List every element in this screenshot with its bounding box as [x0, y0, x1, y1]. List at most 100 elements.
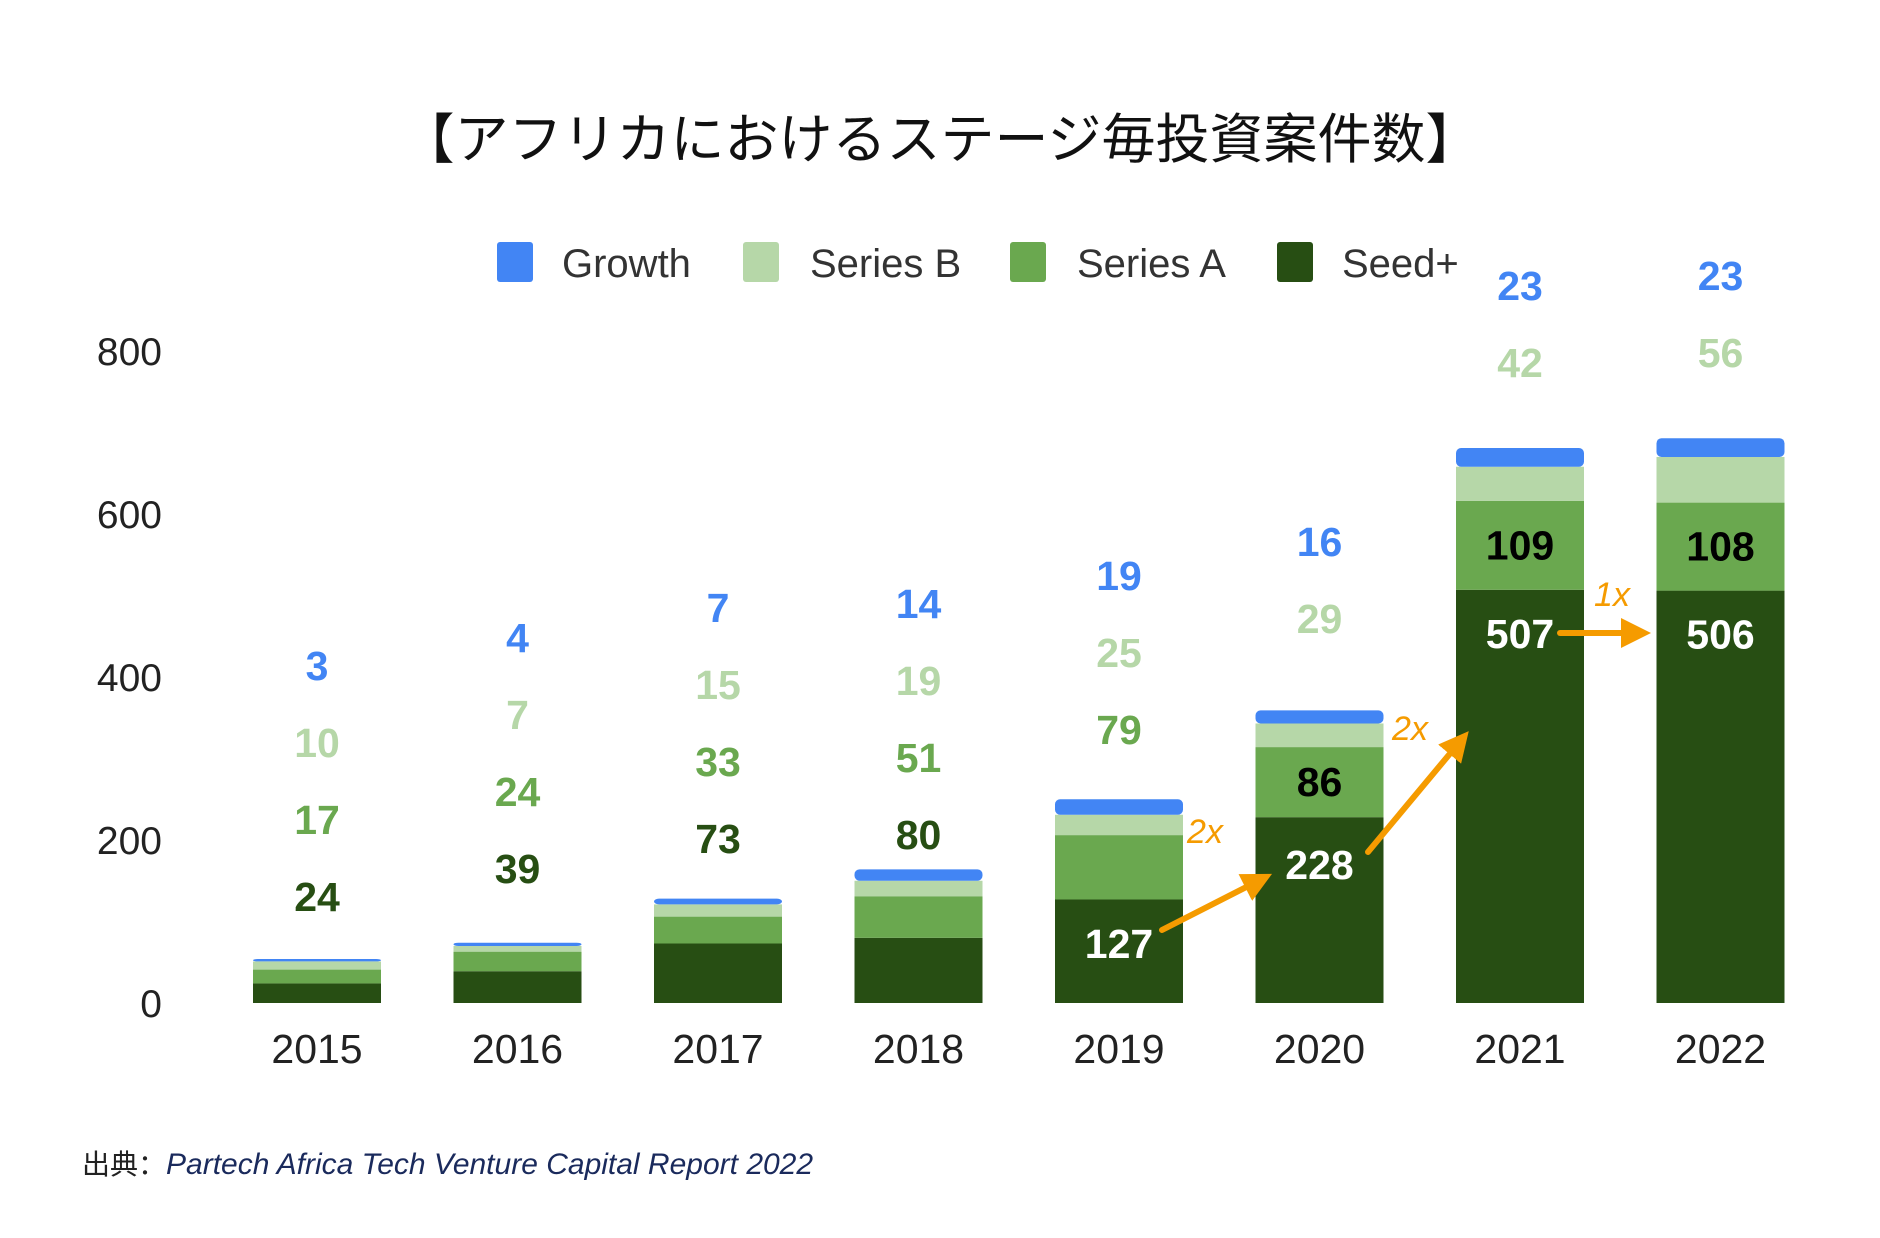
y-tick-label: 600: [97, 494, 162, 537]
growth-annotations: 2x 2x 1x: [1159, 576, 1651, 933]
bars: [253, 438, 1785, 1003]
x-tick-label: 2018: [873, 1026, 964, 1072]
value-label-series-a-2020: 86: [1297, 759, 1343, 805]
value-label-growth-2019: 19: [1096, 553, 1142, 599]
value-label-series-b-2022: 56: [1698, 330, 1744, 376]
value-label-growth-2017: 7: [707, 585, 730, 631]
value-label-seed-2018: 80: [896, 812, 942, 858]
bar-series-a-2021: [1456, 500, 1584, 590]
legend-label-seed: Seed+: [1342, 242, 1459, 286]
bar-growth-2017: [654, 898, 782, 905]
bar-series-b-2015: [253, 961, 381, 970]
source-prefix: 出典：: [82, 1148, 166, 1181]
x-tick-label: 2017: [672, 1026, 763, 1072]
value-label-series-b-2021: 42: [1497, 340, 1543, 386]
legend-swatch-series-a: [1010, 242, 1046, 282]
x-tick-label: 2021: [1474, 1026, 1565, 1072]
bar-growth-2021: [1456, 447, 1584, 467]
bar-seed-2015: [253, 983, 381, 1003]
value-label-seed-2020: 228: [1285, 842, 1353, 888]
bar-series-a-2020: [1255, 747, 1384, 818]
legend-label-series-b: Series B: [810, 242, 961, 286]
value-label-series-a-2016: 24: [495, 769, 541, 815]
source-text: Partech Africa Tech Venture Capital Repo…: [166, 1148, 813, 1181]
source-note: 出典：Partech Africa Tech Venture Capital R…: [82, 1148, 813, 1181]
value-label-series-a-2021: 109: [1486, 522, 1554, 568]
value-label-series-b-2015: 10: [294, 720, 340, 766]
growth-ratio-2020-2021: 2x: [1391, 710, 1429, 748]
value-labels: 3 10 17 24 4 7 24 39 7 15 33 73 14 19 51 80 19 25 79 127 16 2…: [294, 253, 1755, 967]
chart-title: 【アフリカにおけるステージ毎投資案件数】: [401, 108, 1480, 171]
legend-swatch-seed: [1277, 242, 1313, 282]
value-label-growth-2020: 16: [1297, 519, 1343, 565]
value-label-growth-2022: 23: [1698, 253, 1744, 299]
value-label-series-a-2017: 33: [695, 739, 741, 785]
value-label-series-a-2015: 17: [294, 797, 340, 843]
bar-series-b-2019: [1055, 814, 1183, 836]
bar-seed-2019: [1055, 899, 1183, 1003]
bar-growth-2016: [453, 942, 582, 946]
bar-series-a-2022: [1656, 502, 1785, 591]
x-tick-label: 2020: [1274, 1026, 1365, 1072]
legend-label-growth: Growth: [562, 242, 691, 286]
bar-growth-2020: [1255, 710, 1384, 724]
value-label-series-b-2019: 25: [1096, 630, 1142, 676]
value-label-seed-2021: 507: [1486, 611, 1554, 657]
value-label-growth-2018: 14: [896, 581, 942, 627]
value-label-seed-2015: 24: [294, 874, 340, 920]
y-axis: 0 200 400 600 800: [97, 331, 162, 1026]
bar-series-a-2016: [453, 951, 582, 972]
bar-seed-2021: [1456, 589, 1584, 1003]
legend: Growth Series B Series A Seed+: [497, 242, 1459, 286]
growth-ratio-2021-2022: 1x: [1594, 576, 1631, 614]
bar-seed-2016: [453, 971, 582, 1003]
legend-swatch-series-b: [743, 242, 779, 282]
bar-growth-2015: [253, 958, 381, 962]
bar-series-a-2015: [253, 969, 381, 984]
value-label-seed-2017: 73: [695, 816, 741, 862]
bar-seed-2020: [1255, 817, 1384, 1003]
growth-ratio-2019-2020: 2x: [1186, 813, 1224, 851]
bar-series-b-2016: [453, 945, 582, 952]
value-label-series-b-2020: 29: [1297, 596, 1343, 642]
bar-series-a-2017: [654, 916, 782, 944]
y-tick-label: 0: [140, 983, 162, 1026]
value-label-seed-2019: 127: [1085, 921, 1153, 967]
value-label-series-b-2018: 19: [896, 658, 942, 704]
bar-growth-2018: [854, 869, 983, 881]
bar-seed-2017: [654, 943, 782, 1003]
value-label-series-a-2022: 108: [1686, 524, 1754, 570]
bar-series-b-2017: [654, 904, 782, 917]
y-tick-label: 800: [97, 331, 162, 374]
value-label-growth-2015: 3: [306, 643, 329, 689]
bar-series-b-2018: [854, 880, 983, 897]
value-label-seed-2022: 506: [1686, 612, 1754, 658]
value-label-series-b-2017: 15: [695, 662, 741, 708]
bar-growth-2019: [1055, 799, 1183, 815]
bar-growth-2022: [1656, 438, 1785, 457]
value-label-growth-2016: 4: [506, 615, 529, 661]
x-tick-label: 2019: [1073, 1026, 1164, 1072]
legend-label-series-a: Series A: [1077, 242, 1226, 286]
bar-series-b-2021: [1456, 466, 1584, 501]
bar-series-b-2022: [1656, 456, 1785, 503]
growth-arrow-2019-2020: [1159, 873, 1273, 933]
value-label-series-a-2019: 79: [1096, 707, 1142, 753]
bar-series-b-2020: [1255, 723, 1384, 748]
value-label-series-b-2016: 7: [506, 692, 529, 738]
y-tick-label: 200: [97, 820, 162, 863]
x-tick-label: 2015: [271, 1026, 362, 1072]
bar-series-a-2018: [854, 896, 983, 938]
legend-swatch-growth: [497, 242, 533, 282]
value-label-growth-2021: 23: [1497, 263, 1543, 309]
x-tick-label: 2022: [1675, 1026, 1766, 1072]
value-label-seed-2016: 39: [495, 846, 541, 892]
bar-seed-2018: [854, 937, 983, 1003]
growth-arrow-2020-2021: [1365, 731, 1469, 855]
bar-seed-2022: [1656, 590, 1785, 1003]
value-label-series-a-2018: 51: [896, 735, 942, 781]
y-tick-label: 400: [97, 657, 162, 700]
x-tick-label: 2016: [472, 1026, 563, 1072]
bar-series-a-2019: [1055, 835, 1183, 900]
